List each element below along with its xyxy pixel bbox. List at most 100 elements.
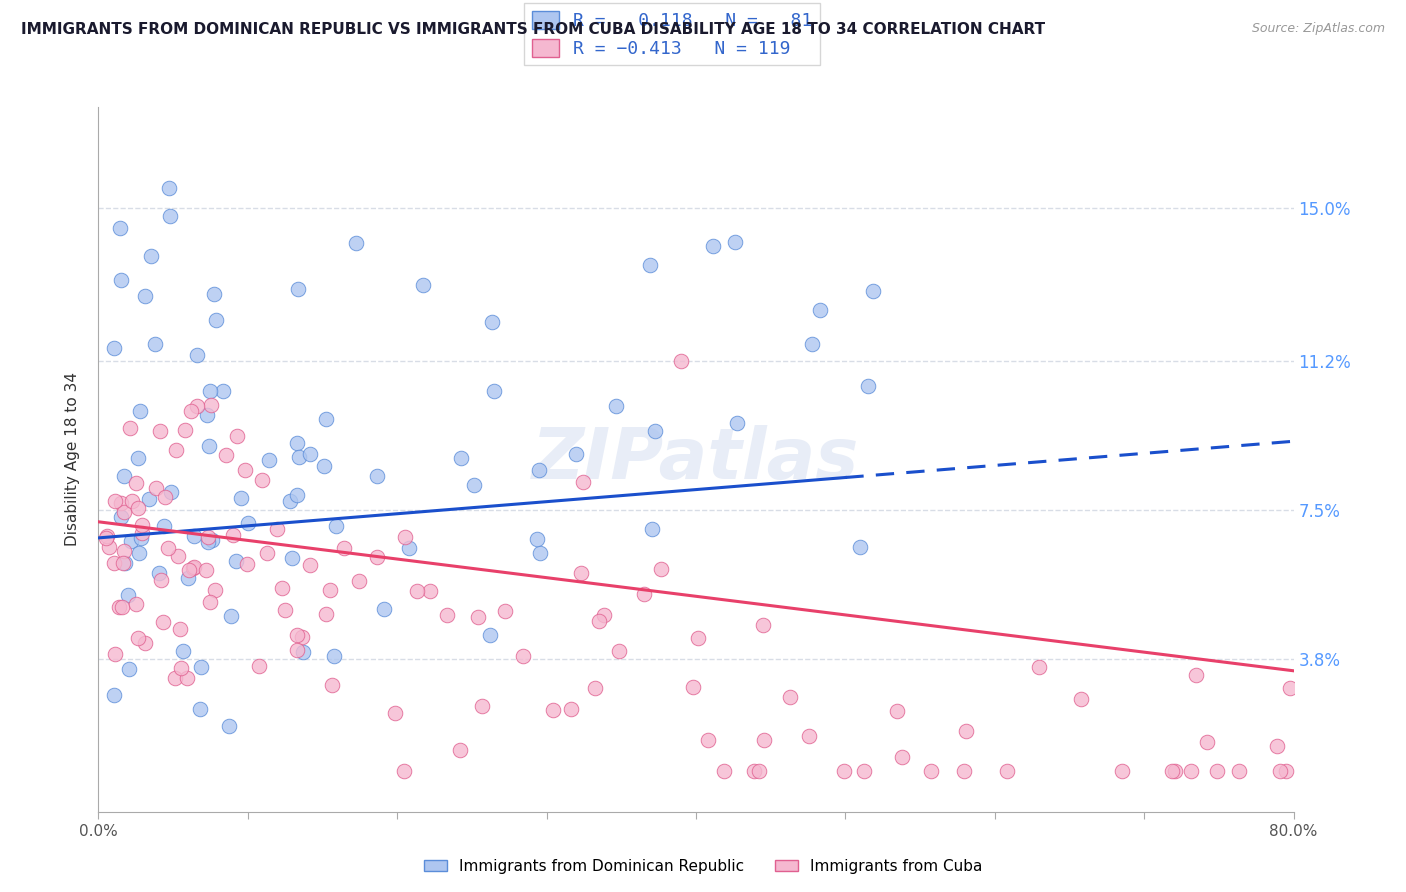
Point: [110, 273, 132, 287]
Point: [592, 608, 614, 623]
Point: [347, 574, 370, 589]
Point: [131, 518, 153, 533]
Point: [406, 584, 429, 599]
Point: [156, 541, 179, 555]
Point: [325, 519, 347, 533]
Point: [995, 764, 1018, 779]
Point: [1028, 660, 1050, 674]
Point: [318, 582, 340, 597]
Point: [236, 557, 259, 571]
Point: [250, 473, 273, 487]
Point: [157, 180, 180, 194]
Point: [450, 450, 472, 465]
Point: [853, 764, 876, 779]
Point: [152, 615, 174, 630]
Point: [236, 516, 259, 530]
Point: [247, 659, 270, 673]
Point: [1279, 681, 1302, 695]
Point: [392, 764, 415, 779]
Point: [1161, 764, 1184, 779]
Point: [159, 209, 181, 223]
Point: [173, 423, 195, 437]
Point: [748, 764, 770, 779]
Point: [287, 282, 309, 296]
Point: [725, 416, 748, 430]
Point: [176, 671, 198, 685]
Point: [494, 604, 516, 618]
Point: [886, 704, 908, 718]
Point: [149, 424, 172, 438]
Point: [172, 644, 194, 658]
Point: [583, 681, 606, 695]
Point: [412, 278, 434, 293]
Point: [463, 477, 485, 491]
Point: [291, 630, 314, 644]
Point: [259, 453, 281, 467]
Point: [569, 566, 592, 580]
Point: [955, 724, 977, 739]
Point: [529, 546, 551, 560]
Point: [484, 384, 506, 399]
Text: Source: ZipAtlas.com: Source: ZipAtlas.com: [1251, 22, 1385, 36]
Point: [650, 562, 672, 576]
Point: [204, 583, 226, 598]
Point: [1197, 734, 1219, 748]
Point: [713, 764, 735, 779]
Point: [641, 522, 664, 536]
Point: [724, 235, 747, 250]
Point: [366, 468, 388, 483]
Point: [607, 644, 630, 658]
Point: [103, 342, 125, 356]
Point: [752, 732, 775, 747]
Point: [322, 648, 344, 663]
Point: [121, 494, 143, 508]
Point: [1206, 764, 1229, 779]
Point: [197, 439, 219, 453]
Point: [856, 378, 879, 392]
Point: [266, 522, 288, 536]
Point: [110, 496, 132, 510]
Point: [225, 554, 247, 568]
Point: [160, 484, 183, 499]
Point: [398, 541, 420, 556]
Point: [312, 458, 335, 473]
Point: [471, 698, 494, 713]
Point: [299, 558, 322, 573]
Point: [200, 595, 222, 609]
Point: [640, 259, 662, 273]
Point: [449, 743, 471, 757]
Point: [131, 526, 153, 541]
Point: [128, 546, 150, 560]
Legend: R =   0.118   N =   81, R = −0.413   N = 119: R = 0.118 N = 81, R = −0.413 N = 119: [524, 4, 820, 65]
Point: [180, 403, 202, 417]
Point: [920, 764, 942, 779]
Point: [201, 533, 224, 547]
Point: [229, 491, 252, 505]
Point: [225, 428, 247, 442]
Point: [751, 618, 773, 632]
Point: [198, 384, 221, 399]
Point: [1111, 764, 1133, 779]
Point: [481, 315, 503, 329]
Point: [1180, 764, 1202, 779]
Point: [315, 607, 337, 622]
Point: [111, 600, 134, 615]
Point: [125, 475, 148, 490]
Point: [205, 313, 228, 327]
Point: [104, 648, 127, 662]
Point: [127, 450, 149, 465]
Point: [278, 494, 301, 508]
Point: [526, 532, 548, 546]
Point: [235, 463, 257, 477]
Legend: Immigrants from Dominican Republic, Immigrants from Cuba: Immigrants from Dominican Republic, Immi…: [418, 853, 988, 880]
Point: [104, 493, 127, 508]
Point: [285, 627, 308, 641]
Point: [221, 528, 243, 542]
Point: [197, 534, 219, 549]
Point: [291, 645, 314, 659]
Point: [287, 488, 309, 502]
Point: [96, 529, 118, 543]
Point: [190, 660, 212, 674]
Point: [202, 287, 225, 301]
Point: [527, 463, 550, 477]
